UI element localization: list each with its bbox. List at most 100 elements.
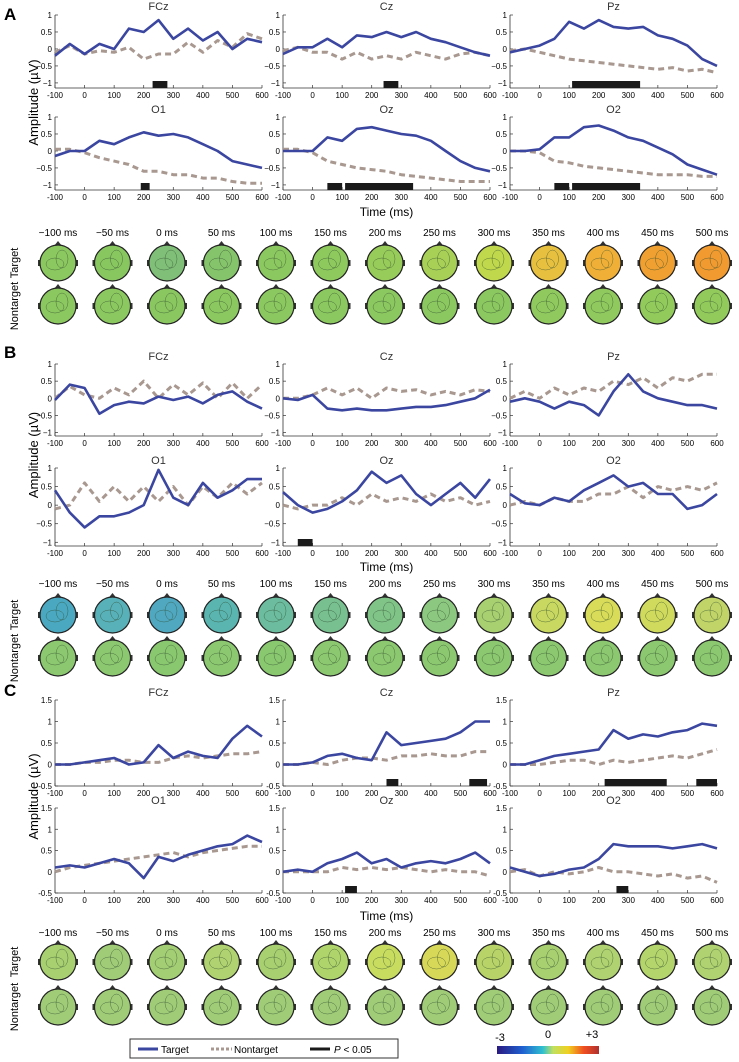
x-tick-label: 500 xyxy=(454,439,468,448)
x-tick-label: 600 xyxy=(710,549,724,558)
x-tick-label: -100 xyxy=(275,549,292,558)
contour-line xyxy=(437,292,450,312)
x-tick-label: 600 xyxy=(483,193,497,202)
topomap xyxy=(693,988,731,1026)
topomap xyxy=(638,639,677,677)
x-tick-label: 0 xyxy=(537,91,542,100)
contour-line xyxy=(154,956,174,970)
x-tick-label: 400 xyxy=(651,896,665,905)
legend-box xyxy=(129,1038,399,1059)
contour-line xyxy=(427,652,446,666)
contour-line xyxy=(546,249,559,269)
colorbar-scale xyxy=(497,1046,599,1054)
x-tick-label: 500 xyxy=(681,896,695,905)
y-tick-label: −0.5 xyxy=(36,62,52,71)
contour-line xyxy=(481,652,501,666)
contour-line xyxy=(273,292,287,312)
x-tick-label: 0 xyxy=(537,789,542,798)
target-line xyxy=(282,470,492,514)
contour-line xyxy=(328,993,341,1013)
x-tick-label: 300 xyxy=(395,193,409,202)
erp-plot-C-Pz: Pz -0.5 0 0.5 1 1.5 -100 0 100 200 300 400 500 600 xyxy=(493,687,724,798)
x-tick-label: 200 xyxy=(137,91,151,100)
topomap xyxy=(529,287,568,325)
y-tick-label: −1 xyxy=(43,538,53,547)
erp-plot-C-Cz: Cz -0.5 0 0.5 1 1.5 -100 0 100 200 300 400 500 600 xyxy=(266,687,497,798)
x-tick-label: 500 xyxy=(226,193,240,202)
target-line xyxy=(509,373,718,417)
contour-line xyxy=(55,644,69,664)
x-tick-label: 300 xyxy=(622,193,636,202)
y-tick-label: 1.5 xyxy=(269,804,281,813)
x-tick-label: 0 xyxy=(82,789,87,798)
contour-line xyxy=(699,1001,719,1015)
x-tick-label: -100 xyxy=(47,91,64,100)
contour-line xyxy=(55,601,69,621)
topomap xyxy=(257,596,295,634)
nontarget-line xyxy=(283,386,491,400)
topomap xyxy=(366,943,404,981)
x-tick-label: -100 xyxy=(502,91,519,100)
contour-line xyxy=(481,609,501,623)
topomap xyxy=(39,596,77,634)
x-tick-label: 600 xyxy=(483,789,497,798)
contour-line xyxy=(100,956,119,970)
y-tick-label: 0 xyxy=(48,45,53,54)
contour-line xyxy=(263,609,283,623)
topo-time-label: 450 ms xyxy=(641,228,674,239)
x-tick-label: 100 xyxy=(562,439,576,448)
legend: Target Nontarget P < 0.05 xyxy=(129,1038,399,1059)
x-tick-label: 500 xyxy=(681,91,695,100)
y-tick-label: −0.5 xyxy=(36,411,52,420)
topomap xyxy=(202,943,241,981)
x-tick-label: 300 xyxy=(622,439,636,448)
contour-line xyxy=(154,300,174,314)
topo-time-label: 50 ms xyxy=(208,579,235,590)
erp-plot-B-FCz: FCz −1 −0.5 0 0.5 1 -100 0 100 200 300 400 500 600 xyxy=(36,351,269,448)
contour-line xyxy=(709,601,723,621)
y-axis-label: Amplitude (µV) xyxy=(26,412,41,498)
y-tick-label: -0.5 xyxy=(493,782,507,791)
contour-line xyxy=(645,652,664,666)
erp-plot-C-O1: O1 -0.5 0 0.5 1 1.5 -100 0 100 200 300 400 500 600 xyxy=(38,795,269,905)
target-line xyxy=(282,30,491,57)
x-tick-label: 300 xyxy=(395,896,409,905)
y-tick-label: 0 xyxy=(503,394,508,403)
topo-time-label: 150 ms xyxy=(314,579,347,590)
y-tick-label: 0.5 xyxy=(41,377,53,386)
channel-title: Oz xyxy=(379,795,393,807)
y-tick-label: 0 xyxy=(503,761,508,770)
y-tick-label: 0.5 xyxy=(41,739,53,748)
contour-line xyxy=(328,948,341,968)
contour-line xyxy=(372,609,392,623)
x-tick-label: 200 xyxy=(365,549,379,558)
contour-line xyxy=(536,609,555,623)
contour-line xyxy=(164,292,178,312)
y-tick-label: 0.5 xyxy=(496,483,508,492)
x-tick-label: 400 xyxy=(196,549,210,558)
x-tick-label: 600 xyxy=(255,549,269,558)
nontarget-line xyxy=(510,149,717,178)
contour-line xyxy=(209,257,228,271)
x-tick-label: 100 xyxy=(562,789,576,798)
topomap xyxy=(584,943,622,981)
x-tick-label: 100 xyxy=(562,193,576,202)
y-tick-label: 1 xyxy=(503,825,508,834)
panel-C: C Amplitude (µV) Time (ms) FCz -0.5 0 0.5 1 1.5 -… xyxy=(4,681,732,1031)
topo-time-label: −100 ms xyxy=(39,228,78,239)
x-tick-label: 500 xyxy=(226,439,240,448)
channel-title: FCz xyxy=(148,1,168,13)
x-tick-label: 600 xyxy=(255,193,269,202)
y-tick-label: −0.5 xyxy=(264,62,280,71)
contour-line xyxy=(645,956,664,970)
x-tick-label: 300 xyxy=(622,896,636,905)
y-tick-label: −0.5 xyxy=(36,164,52,173)
x-tick-label: 100 xyxy=(335,549,349,558)
contour-line xyxy=(372,652,392,666)
channel-title: Pz xyxy=(607,1,620,13)
y-tick-label: 0 xyxy=(276,501,281,510)
topomap xyxy=(420,639,459,677)
contour-line xyxy=(328,292,341,312)
x-tick-label: 300 xyxy=(167,439,181,448)
contour-line xyxy=(100,652,119,666)
